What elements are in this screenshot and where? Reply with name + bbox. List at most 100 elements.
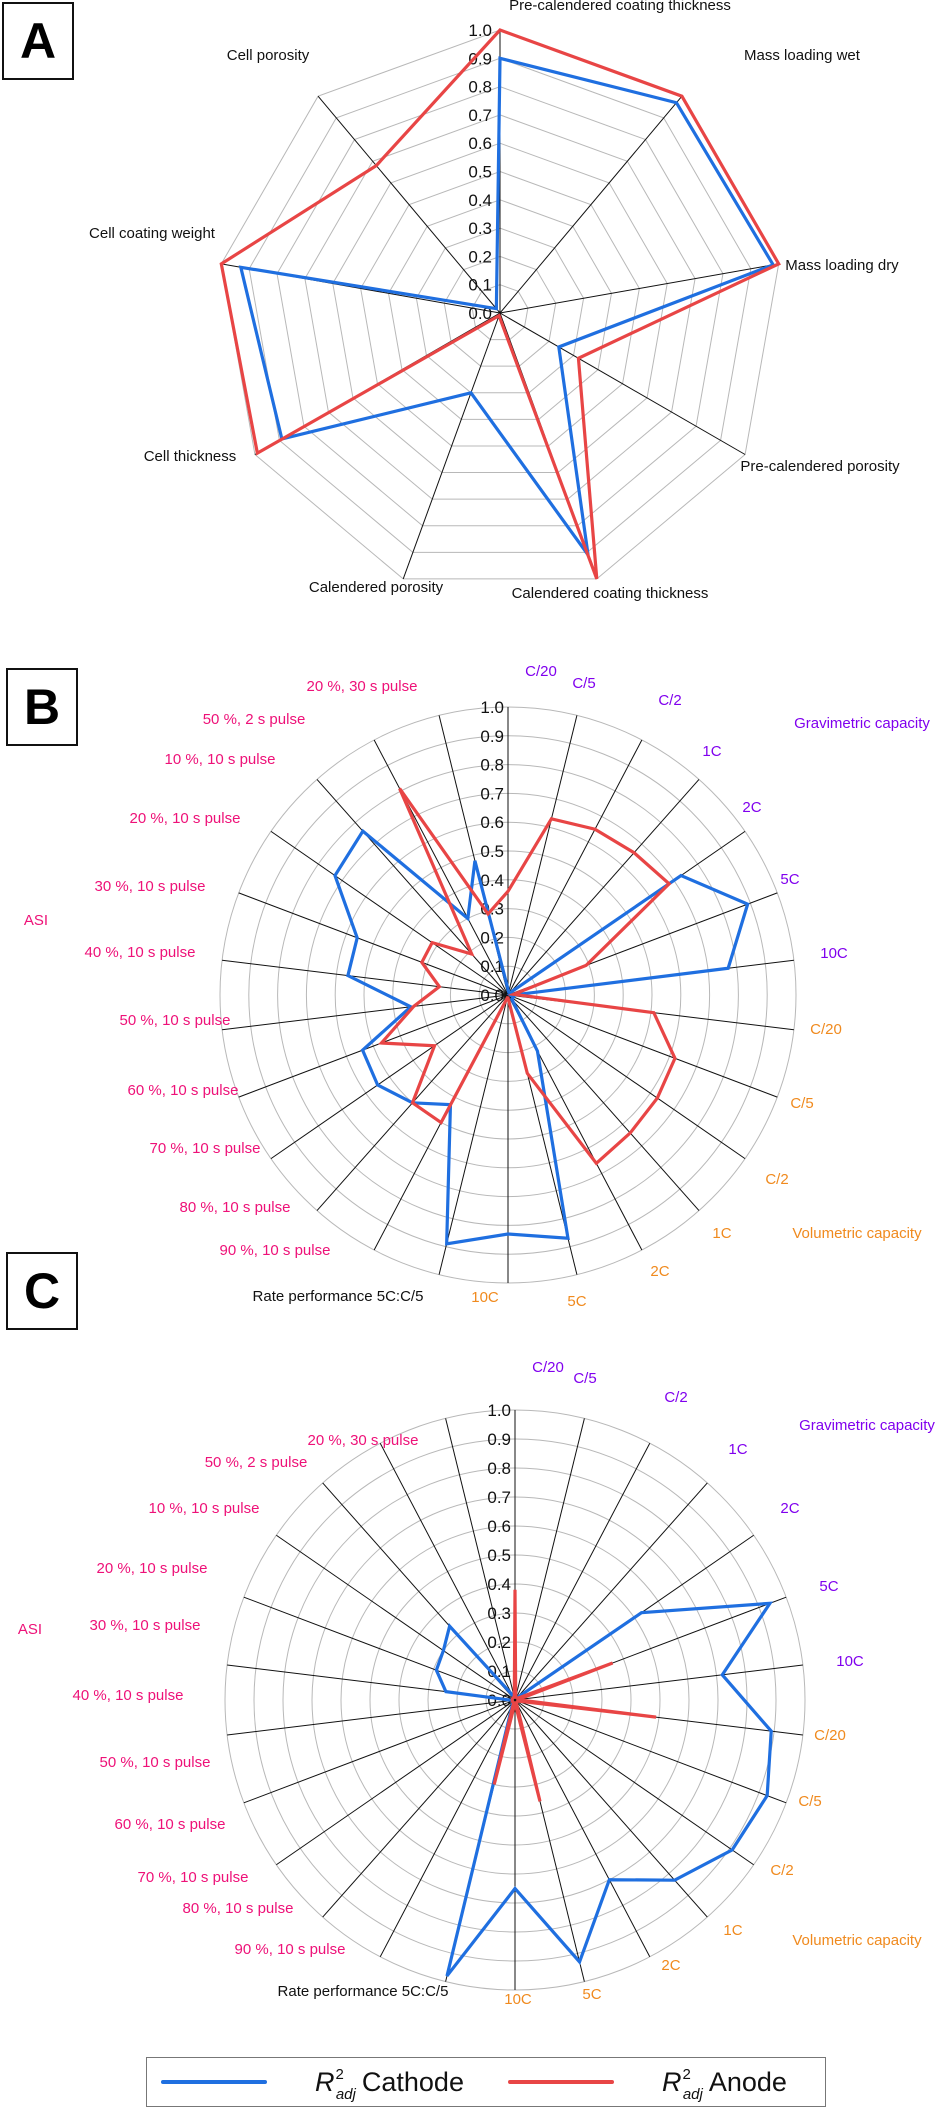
tick-label: 0.5 bbox=[468, 163, 492, 182]
axis-spoke bbox=[514, 1699, 651, 1958]
tick-label: 0.7 bbox=[487, 1488, 511, 1507]
category-label: C/20 bbox=[810, 1021, 842, 1038]
tick-label: 0.1 bbox=[468, 276, 492, 295]
category-label: 2C bbox=[661, 1957, 680, 1974]
axis-spoke bbox=[317, 95, 501, 314]
radar-panel-b: 0.00.10.20.30.40.50.60.70.80.91.0C/20C/5… bbox=[24, 663, 931, 1310]
group-label: ASI bbox=[24, 912, 48, 929]
axis-spoke bbox=[276, 1699, 516, 1866]
axis-spoke bbox=[222, 994, 509, 1031]
legend-anode-line bbox=[507, 2080, 614, 2084]
legend-cathode-sup: 2 bbox=[335, 2065, 344, 2083]
grid-ring bbox=[332, 142, 668, 474]
category-label: 80 %, 10 s pulse bbox=[180, 1199, 291, 1216]
tick-label: 0.8 bbox=[480, 756, 504, 775]
axis-spoke bbox=[243, 1699, 516, 1804]
axis-spoke bbox=[499, 95, 683, 314]
category-label: C/2 bbox=[770, 1862, 793, 1879]
category-label: C/2 bbox=[664, 1389, 687, 1406]
category-label: 20 %, 10 s pulse bbox=[130, 810, 241, 827]
axis-spoke bbox=[238, 892, 509, 996]
legend-anode-text: Anode bbox=[708, 2066, 787, 2097]
tick-label: 0.8 bbox=[468, 78, 492, 97]
category-label: 80 %, 10 s pulse bbox=[183, 1900, 294, 1917]
axis-spoke bbox=[373, 739, 509, 996]
legend-anode-symbol: R bbox=[661, 2066, 682, 2097]
category-label: 20 %, 30 s pulse bbox=[307, 678, 418, 695]
panel-label-c: C bbox=[6, 1252, 78, 1330]
axis-spoke bbox=[270, 830, 509, 996]
series-line-anode bbox=[378, 787, 677, 1166]
axis-spoke bbox=[514, 1699, 708, 1918]
grid-ring bbox=[248, 57, 752, 553]
category-label: 10 %, 10 s pulse bbox=[165, 751, 276, 768]
tick-label: 0.2 bbox=[487, 1633, 511, 1652]
axis-spoke bbox=[270, 994, 509, 1160]
category-label: C/2 bbox=[765, 1171, 788, 1188]
tick-label: 0.8 bbox=[487, 1459, 511, 1478]
grid-ring bbox=[387, 199, 613, 420]
legend-cathode-label: R 2 adj Cathode bbox=[315, 2065, 464, 2103]
panel-label-b: B bbox=[6, 668, 78, 746]
category-label: 90 %, 10 s pulse bbox=[235, 1941, 346, 1958]
axis-spoke bbox=[402, 312, 501, 580]
category-label: 5C bbox=[780, 871, 799, 888]
group-label: Volumetric capacity bbox=[792, 1225, 922, 1242]
category-label: Calendered porosity bbox=[309, 579, 444, 596]
category-label: 60 %, 10 s pulse bbox=[115, 1816, 226, 1833]
radar-panel-c: 0.00.10.20.30.40.50.60.70.80.91.0C/20C/5… bbox=[18, 1359, 936, 2008]
series-line-cathode bbox=[434, 1601, 774, 1977]
axis-spoke bbox=[507, 715, 578, 996]
tick-label: 1.0 bbox=[480, 698, 504, 717]
category-label: C/5 bbox=[573, 1370, 596, 1387]
group-label: Volumetric capacity bbox=[792, 1932, 922, 1949]
category-label: 60 %, 10 s pulse bbox=[128, 1082, 239, 1099]
grid-ring bbox=[471, 284, 529, 341]
legend: R 2 adj Cathode R 2 adj Anode bbox=[146, 2057, 826, 2107]
tick-label: 0.1 bbox=[480, 957, 504, 976]
tick-label: 0.6 bbox=[487, 1517, 511, 1536]
legend-anode-sub: adj bbox=[682, 2085, 703, 2103]
panel-label-a: A bbox=[2, 2, 74, 80]
axis-spoke bbox=[514, 1699, 754, 1866]
group-label: Gravimetric capacity bbox=[794, 715, 930, 732]
category-label: 40 %, 10 s pulse bbox=[85, 944, 196, 961]
category-label: Cell coating weight bbox=[89, 225, 216, 242]
axis-spoke bbox=[379, 1442, 516, 1701]
series-line-cathode bbox=[238, 56, 776, 556]
axis-spoke bbox=[514, 1418, 585, 1701]
category-label: Cell porosity bbox=[227, 47, 310, 64]
axis-spoke bbox=[445, 1418, 516, 1701]
axis-spoke bbox=[243, 1596, 516, 1701]
tick-label: 0.2 bbox=[468, 247, 492, 266]
category-label: Mass loading wet bbox=[744, 47, 861, 64]
legend-cathode-text: Cathode bbox=[361, 2066, 464, 2097]
category-label: 2C bbox=[742, 799, 761, 816]
axis-spoke bbox=[438, 994, 509, 1275]
category-label: 10C bbox=[471, 1289, 499, 1306]
category-label: 1C bbox=[723, 1922, 742, 1939]
tick-label: 0.5 bbox=[487, 1546, 511, 1565]
category-label: Calendered coating thickness bbox=[512, 585, 709, 602]
category-label: C/2 bbox=[658, 692, 681, 709]
grid-ring bbox=[415, 227, 585, 394]
category-label: 10C bbox=[820, 945, 848, 962]
tick-label: 0.7 bbox=[480, 784, 504, 803]
tick-label: 0.7 bbox=[468, 106, 492, 125]
category-label: 5C bbox=[819, 1578, 838, 1595]
category-label: 10C bbox=[504, 1991, 532, 2008]
tick-label: 0.5 bbox=[480, 842, 504, 861]
axis-spoke bbox=[507, 779, 700, 996]
tick-label: 0.0 bbox=[480, 986, 504, 1005]
tick-label: 0.0 bbox=[468, 304, 492, 323]
category-label: C/5 bbox=[790, 1095, 813, 1112]
tick-label: 0.2 bbox=[480, 928, 504, 947]
axis-spoke bbox=[514, 1442, 651, 1701]
category-label: Mass loading dry bbox=[785, 257, 899, 274]
category-label: 1C bbox=[702, 743, 721, 760]
category-label: 70 %, 10 s pulse bbox=[138, 1869, 249, 1886]
tick-label: 0.3 bbox=[468, 219, 492, 238]
legend-anode-label: R 2 adj Anode bbox=[661, 2066, 787, 2103]
tick-label: 0.9 bbox=[480, 727, 504, 746]
axis-spoke bbox=[507, 994, 778, 1098]
